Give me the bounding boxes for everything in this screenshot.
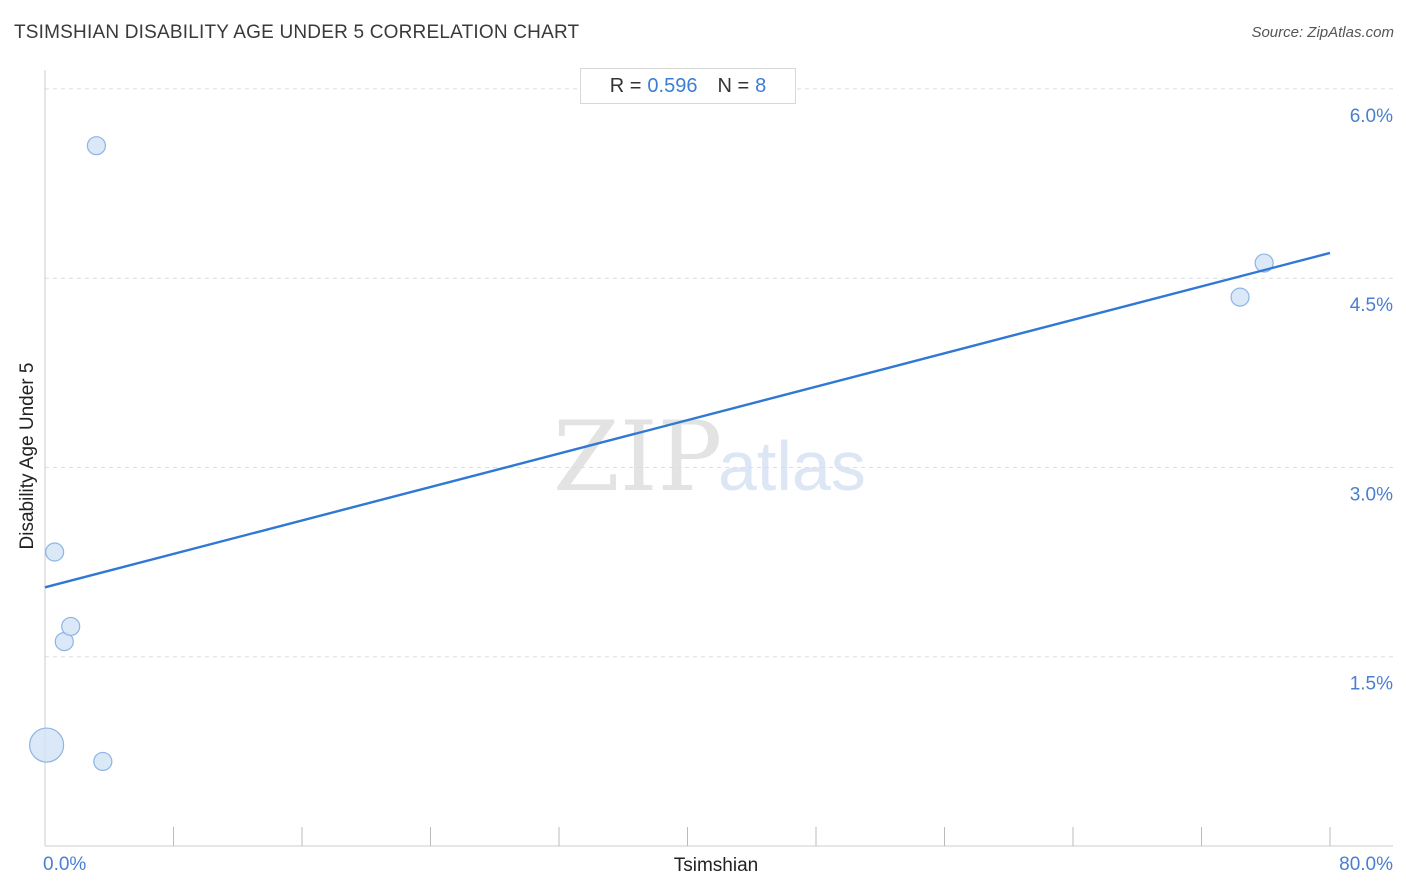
y-tick-label-1: 3.0% — [1350, 484, 1393, 505]
data-point-6 — [1230, 287, 1250, 307]
x-axis-label: Tsimshian — [674, 855, 758, 876]
data-point-5 — [93, 751, 113, 772]
n-label: N = — [717, 74, 750, 97]
correlation-stats-box: R = 0.596 N = 8 — [580, 68, 796, 104]
data-point-0 — [29, 727, 65, 763]
y-axis-label: Disability Age Under 5 — [17, 363, 38, 550]
data-point-4 — [86, 136, 107, 156]
trendline-group — [44, 251, 1331, 589]
watermark: ZIP atlas — [553, 401, 866, 513]
data-point-3 — [61, 616, 81, 637]
y-tick-label-3: 6.0% — [1350, 106, 1393, 127]
axes — [44, 70, 1393, 847]
gridlines — [45, 88, 1393, 658]
source-credit: Source: ZipAtlas.com — [1251, 24, 1394, 41]
x-tick-label-0: 0.0% — [43, 854, 86, 875]
y-tick-label-2: 4.5% — [1350, 295, 1393, 316]
x-tick-label-1: 80.0% — [1339, 854, 1393, 875]
x-tick-labels: 0.0% 80.0% — [43, 854, 1393, 875]
n-value: 8 — [755, 74, 767, 97]
data-points — [29, 136, 1274, 772]
chart-title: TSIMSHIAN DISABILITY AGE UNDER 5 CORRELA… — [14, 22, 580, 43]
r-value: 0.596 — [647, 74, 698, 97]
data-point-7 — [1254, 253, 1274, 273]
y-tick-label-0: 1.5% — [1350, 674, 1393, 695]
r-label: R = — [609, 74, 642, 97]
y-tick-labels: 1.5% 3.0% 4.5% 6.0% — [1350, 106, 1393, 695]
data-point-1 — [45, 542, 65, 562]
trendline — [44, 251, 1331, 589]
watermark-atlas: atlas — [718, 427, 866, 505]
